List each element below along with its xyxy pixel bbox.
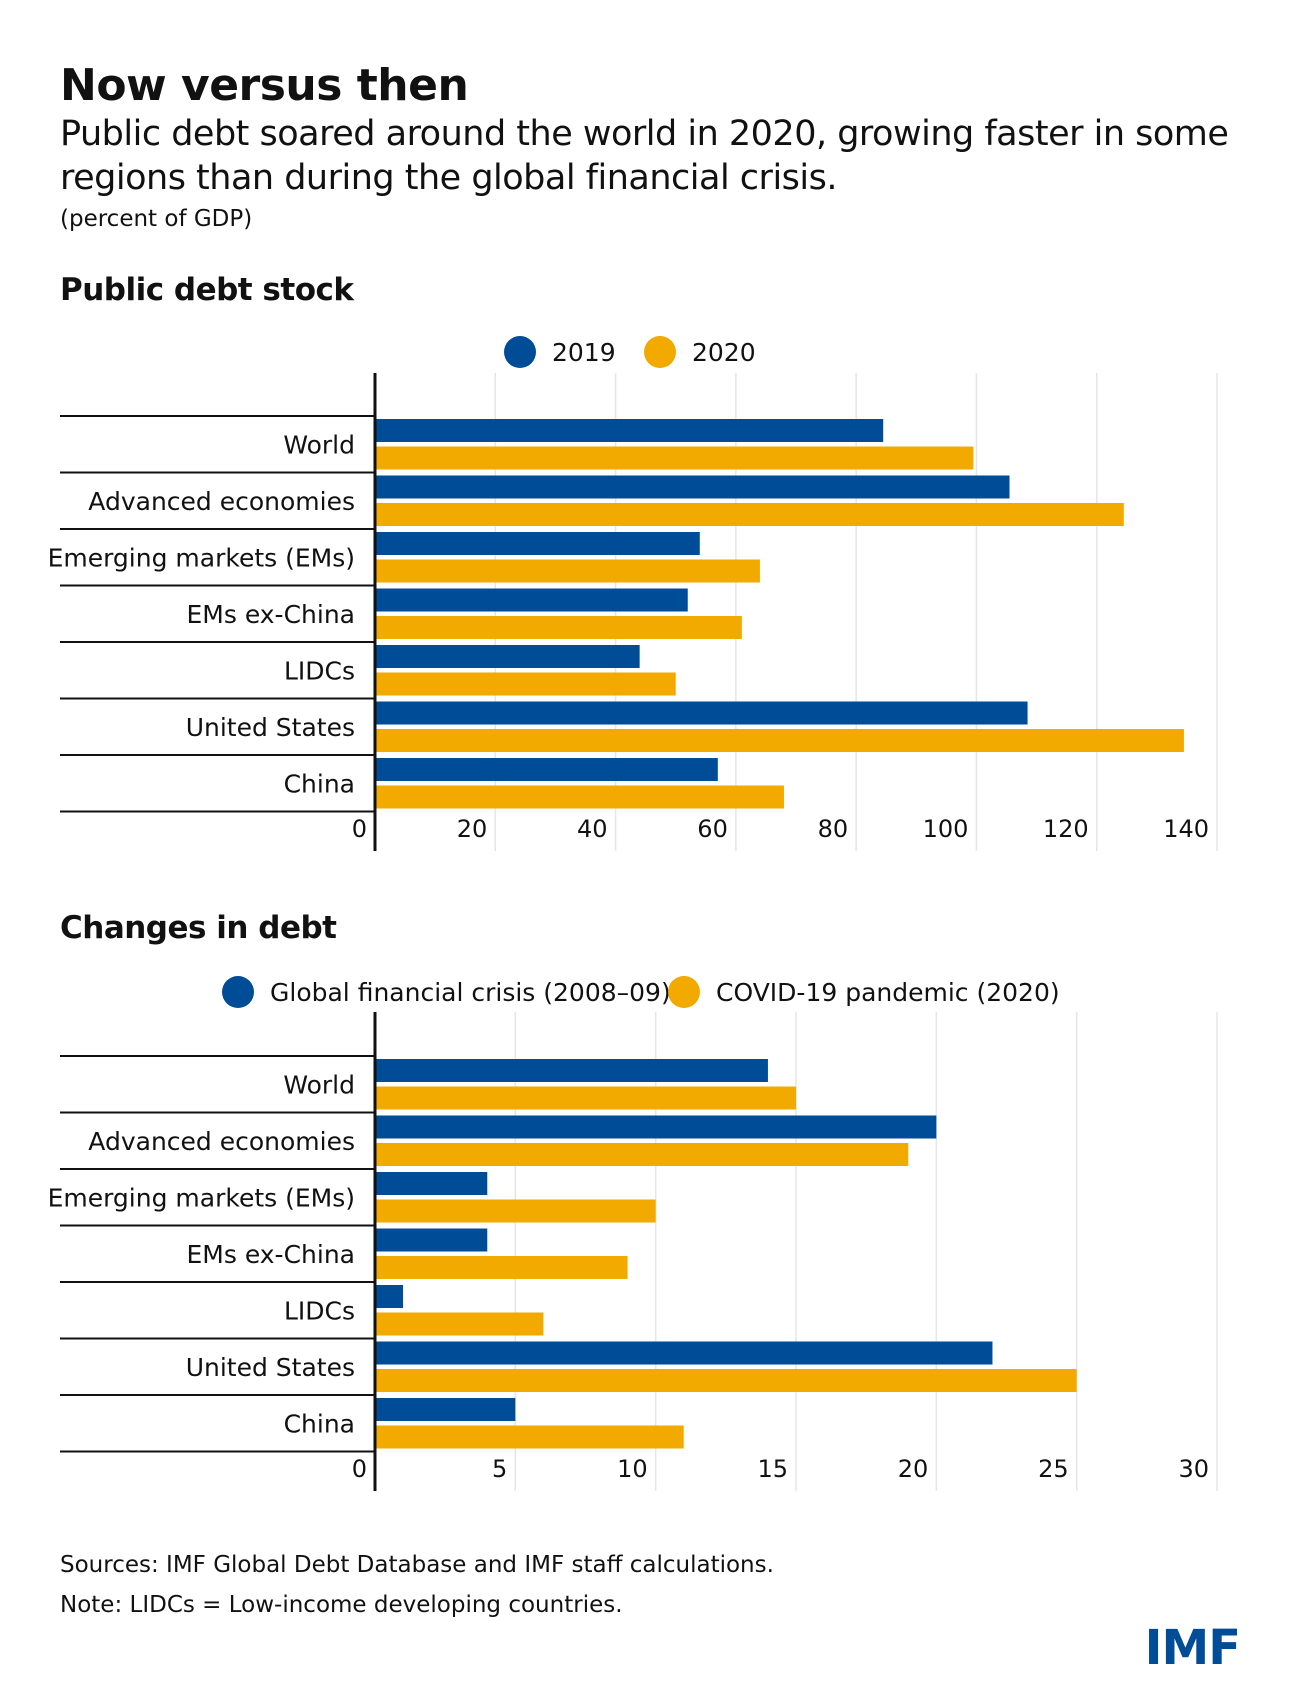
bar-blue — [375, 1059, 768, 1082]
category-label: Advanced economies — [88, 487, 355, 516]
bar-gold — [375, 559, 760, 583]
x-tick-label: 20 — [457, 815, 488, 843]
chart2-title: Changes in debt — [60, 910, 337, 946]
legend-swatch — [644, 336, 676, 368]
x-tick-label: 15 — [757, 1455, 788, 1483]
x-tick-label: 20 — [898, 1455, 929, 1483]
bar-blue — [375, 588, 688, 612]
legend-label: 2019 — [552, 338, 616, 367]
category-label: LIDCs — [284, 1296, 355, 1325]
x-tick-label: 120 — [1043, 815, 1089, 843]
legend-swatch — [504, 336, 536, 368]
x-tick-label: 100 — [923, 815, 969, 843]
x-tick-label: 140 — [1163, 815, 1209, 843]
chart-subtitle: Public debt soared around the world in 2… — [60, 114, 1229, 198]
category-label: EMs ex-China — [186, 1240, 355, 1269]
legend-label: Global financial crisis (2008–09) — [270, 978, 671, 1007]
x-tick-label: 10 — [617, 1455, 648, 1483]
category-label: World — [283, 430, 355, 459]
category-label: China — [284, 769, 355, 798]
category-label: Advanced economies — [88, 1127, 355, 1156]
category-label: EMs ex-China — [186, 600, 355, 629]
category-label: World — [283, 1070, 355, 1099]
bar-gold — [375, 1143, 909, 1166]
bar-gold — [375, 1086, 796, 1110]
chart1-title: Public debt stock — [60, 272, 354, 308]
bar-blue — [375, 701, 1028, 725]
category-label: China — [284, 1409, 355, 1438]
bar-blue — [375, 419, 884, 442]
x-tick-label: 0 — [352, 815, 367, 843]
category-label: United States — [186, 713, 355, 742]
footnote: Note: LIDCs = Low-income developing coun… — [60, 1592, 623, 1618]
x-tick-label: 0 — [352, 1455, 367, 1483]
bar-gold — [375, 616, 742, 639]
legend-swatch — [222, 976, 254, 1008]
legend-label: COVID-19 pandemic (2020) — [716, 978, 1060, 1007]
bar-gold — [375, 672, 676, 696]
x-tick-label: 25 — [1038, 1455, 1069, 1483]
bar-gold — [375, 503, 1124, 526]
bar-gold — [375, 729, 1184, 752]
bar-blue — [375, 475, 1010, 499]
bar-blue — [375, 758, 718, 781]
bar-blue — [375, 1341, 993, 1365]
bar-gold — [375, 446, 974, 470]
category-label: LIDCs — [284, 656, 355, 685]
legend-label: 2020 — [692, 338, 756, 367]
x-tick-label: 80 — [818, 815, 849, 843]
bar-blue — [375, 1398, 516, 1421]
category-label: United States — [186, 1353, 355, 1382]
bar-gold — [375, 1425, 684, 1449]
bar-gold — [375, 785, 784, 809]
chart-title: Now versus then — [60, 60, 469, 111]
x-tick-label: 30 — [1178, 1455, 1209, 1483]
bar-blue — [375, 532, 700, 555]
unit-label: (percent of GDP) — [60, 206, 253, 232]
category-label: Emerging markets (EMs) — [48, 1183, 355, 1212]
bar-gold — [375, 1312, 544, 1336]
bar-gold — [375, 1199, 656, 1223]
x-tick-label: 40 — [577, 815, 608, 843]
x-tick-label: 60 — [697, 815, 728, 843]
bar-blue — [375, 1285, 404, 1308]
bar-gold — [375, 1256, 628, 1279]
sources-note: Sources: IMF Global Debt Database and IM… — [60, 1552, 774, 1578]
bar-blue — [375, 1172, 488, 1195]
imf-logo: IMF — [1144, 1620, 1241, 1676]
x-tick-label: 5 — [492, 1455, 507, 1483]
category-label: Emerging markets (EMs) — [48, 543, 355, 572]
bar-blue — [375, 645, 640, 668]
bar-blue — [375, 1228, 488, 1252]
legend-swatch — [668, 976, 700, 1008]
bar-blue — [375, 1115, 937, 1139]
bar-gold — [375, 1369, 1077, 1392]
